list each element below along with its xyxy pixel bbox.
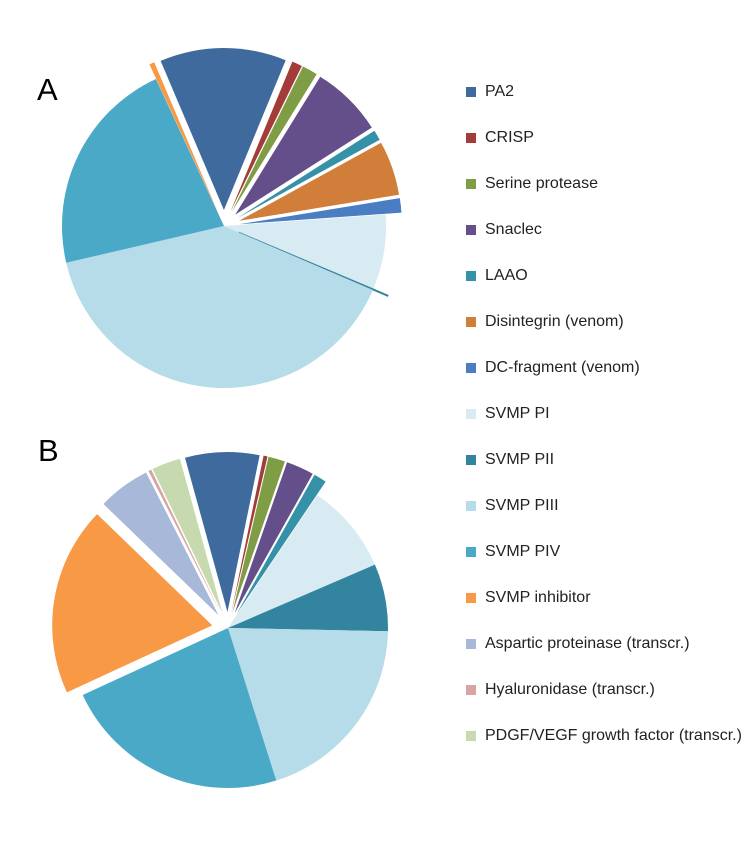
legend-swatch bbox=[466, 87, 476, 97]
pie-slice-svmp-piv bbox=[62, 78, 225, 263]
pie-slice-svmp-piii bbox=[66, 226, 373, 389]
pie-slice-svmp-pi bbox=[228, 495, 375, 628]
legend-label: SVMP PIV bbox=[485, 543, 561, 560]
pie-slice-dc-fragment-venom bbox=[239, 198, 402, 225]
legend-item: Snaclec bbox=[466, 220, 745, 266]
legend-item: Disintegrin (venom) bbox=[466, 312, 745, 358]
legend-label: Disintegrin (venom) bbox=[485, 313, 624, 330]
legend-item: CRISP bbox=[466, 128, 745, 174]
legend-swatch bbox=[466, 409, 476, 419]
pie-slice-crisp bbox=[230, 61, 302, 212]
pie-slice-svmp-pi bbox=[224, 214, 387, 289]
legend-item: Aspartic proteinase (transcr.) bbox=[466, 634, 745, 680]
legend-swatch bbox=[466, 501, 476, 511]
pie-chart-a bbox=[62, 48, 402, 389]
legend-item: PDGF/VEGF growth factor (transcr.) bbox=[466, 726, 745, 772]
pie-slice-snaclec bbox=[234, 462, 313, 614]
pie-chart-b bbox=[52, 452, 389, 788]
legend-item: Hyaluronidase (transcr.) bbox=[466, 680, 745, 726]
legend-swatch bbox=[466, 547, 476, 557]
pie-slice-laao bbox=[236, 474, 326, 615]
legend-label: Aspartic proteinase (transcr.) bbox=[485, 635, 690, 652]
pie-slice-svmp-inhibitor bbox=[149, 62, 218, 212]
legend-item: SVMP PIII bbox=[466, 496, 745, 542]
legend-label: Hyaluronidase (transcr.) bbox=[485, 681, 655, 698]
legend-swatch bbox=[466, 685, 476, 695]
pie-slice-svmp-inhibitor bbox=[52, 514, 213, 693]
legend-swatch bbox=[466, 731, 476, 741]
legend-swatch bbox=[466, 363, 476, 373]
legend-label: Serine protease bbox=[485, 175, 598, 192]
legend-label: Snaclec bbox=[485, 221, 542, 238]
legend-label: PDGF/VEGF growth factor (transcr.) bbox=[485, 727, 742, 744]
pie-slice-serine-protease bbox=[231, 66, 317, 212]
panel-label-b: B bbox=[38, 433, 59, 468]
legend-label: SVMP PI bbox=[485, 405, 550, 422]
legend-label: LAAO bbox=[485, 267, 528, 284]
legend-item: Serine protease bbox=[466, 174, 745, 220]
legend-item: SVMP PI bbox=[466, 404, 745, 450]
pie-slice-aspartic-proteinase-transcr bbox=[103, 472, 219, 616]
pie-slice-disintegrin-venom bbox=[239, 142, 400, 221]
pie-slice-crisp bbox=[231, 455, 268, 613]
legend-item: SVMP inhibitor bbox=[466, 588, 745, 634]
pie-slice-svmp-pii bbox=[228, 564, 389, 632]
legend-label: SVMP PIII bbox=[485, 497, 559, 514]
pie-slice-pa2 bbox=[160, 48, 286, 211]
pie-slice-laao bbox=[237, 130, 380, 218]
legend-swatch bbox=[466, 455, 476, 465]
legend-label: DC-fragment (venom) bbox=[485, 359, 640, 376]
pie-slice-hyaluronidase-transcr bbox=[148, 469, 221, 614]
panel-label-a: A bbox=[37, 72, 58, 107]
legend-item: DC-fragment (venom) bbox=[466, 358, 745, 404]
legend-label: SVMP PII bbox=[485, 451, 555, 468]
pie-slice-svmp-piii bbox=[228, 628, 388, 781]
pie-slice-pa2 bbox=[184, 452, 260, 613]
legend-swatch bbox=[466, 639, 476, 649]
legend-item: PA2 bbox=[466, 82, 745, 128]
legend-swatch bbox=[466, 225, 476, 235]
legend-item: LAAO bbox=[466, 266, 745, 312]
pie-slice-serine-protease bbox=[232, 456, 285, 613]
legend-label: SVMP inhibitor bbox=[485, 589, 591, 606]
legend-label: PA2 bbox=[485, 83, 515, 100]
pie-slice-snaclec bbox=[235, 76, 372, 215]
pie-slice-svmp-piv bbox=[82, 628, 277, 788]
legend: PA2 CRISP Serine protease Snaclec LAAO Disint… bbox=[466, 82, 745, 772]
pie-slice-svmp-pii bbox=[238, 231, 389, 297]
pie-slice-pdgf-vegf-growth-factor-transcr bbox=[152, 458, 223, 614]
legend-swatch bbox=[466, 593, 476, 603]
legend-swatch bbox=[466, 133, 476, 143]
legend-item: SVMP PII bbox=[466, 450, 745, 496]
legend-swatch bbox=[466, 317, 476, 327]
legend-swatch bbox=[466, 179, 476, 189]
legend-swatch bbox=[466, 271, 476, 281]
legend-label: CRISP bbox=[485, 129, 534, 146]
legend-item: SVMP PIV bbox=[466, 542, 745, 588]
